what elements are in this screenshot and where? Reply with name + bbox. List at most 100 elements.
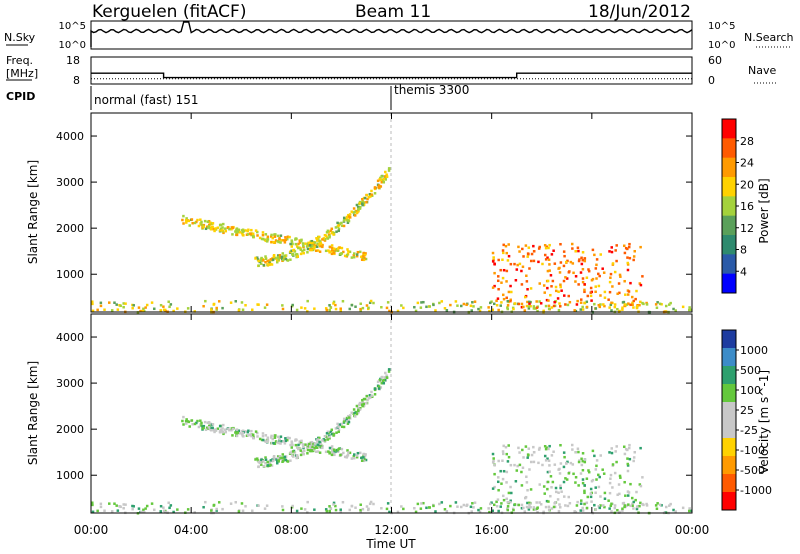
power-echo-cell (283, 254, 287, 258)
power-echo-cell (635, 304, 639, 308)
power-echo-cell (300, 238, 303, 242)
velocity-echo-cell (577, 460, 581, 464)
velocity-echo-cell (342, 420, 346, 423)
power-echo-cell (493, 284, 496, 288)
velocity-echo-cell (477, 508, 480, 512)
power-echo-cell (639, 283, 643, 287)
velocity-echo-cell (145, 504, 149, 508)
power-echo-cell (301, 249, 304, 253)
power-echo-cell (266, 235, 270, 239)
colorbar-segment (722, 235, 736, 255)
velocity-echo-cell (265, 440, 269, 444)
power-echo-cell (623, 279, 626, 283)
power-echo-cell (559, 283, 562, 286)
velocity-echo-cell (251, 433, 255, 437)
velocity-echo-cell (244, 430, 247, 433)
power-echo-cell (654, 303, 658, 306)
power-echo-cell (578, 258, 581, 261)
power-echo-cell (251, 232, 255, 236)
power-echo-cell (184, 218, 188, 222)
power-echo-cell (563, 294, 566, 297)
velocity-echo-cell (543, 492, 546, 495)
power-echo-cell (269, 258, 273, 261)
power-echo-cell (517, 302, 521, 306)
power-echo-cell (632, 255, 636, 258)
velocity-echo-cell (581, 468, 585, 472)
power-echo-cell (348, 307, 352, 311)
power-echo-cell (526, 252, 530, 255)
velocity-echo-cell (254, 458, 257, 461)
velocity-echo-cell (601, 468, 604, 471)
velocity-echo-cell (564, 461, 568, 465)
power-echo-cell (367, 306, 370, 310)
velocity-echo-cell (348, 414, 352, 417)
power-echo-cell (272, 240, 275, 244)
power-echo-cell (577, 259, 581, 263)
power-echo-cell (302, 244, 305, 248)
power-echo-cell (108, 301, 111, 304)
velocity-echo-cell (237, 429, 241, 432)
power-echo-cell (355, 254, 359, 258)
velocity-echo-cell (629, 504, 632, 508)
velocity-echo-cell (347, 416, 351, 419)
power-echo-cell (547, 246, 550, 250)
power-echo-cell (270, 233, 273, 237)
power-echo-cell (231, 233, 234, 236)
nsky-label: N.Sky (4, 31, 36, 44)
power-echo-cell (202, 225, 205, 229)
power-echo-cell (500, 301, 503, 304)
velocity-echo-cell (181, 419, 184, 423)
power-echo-cell (438, 301, 441, 305)
power-echo-cell (368, 301, 372, 304)
velocity-echo-cell (323, 435, 327, 438)
velocity-echo-cell (529, 505, 532, 509)
velocity-echo-cell (598, 475, 601, 479)
power-echo-cell (425, 305, 428, 309)
velocity-echo-cell (626, 494, 630, 497)
power-echo-cell (545, 298, 549, 302)
power-echo-cell (528, 302, 531, 305)
power-echo-cell (621, 306, 624, 309)
velocity-echo-cell (359, 508, 362, 512)
velocity-echo-cell (616, 493, 619, 497)
power-echo-cell (240, 232, 244, 235)
power-echo-cell (514, 278, 518, 282)
velocity-echo-cell (326, 438, 330, 441)
colorbar-segment (722, 157, 736, 178)
velocity-echo-cell (492, 503, 496, 507)
power-echo-cell (275, 260, 279, 264)
range-tick-label: 2000 (56, 222, 84, 235)
power-echo-cell (355, 209, 358, 213)
power-echo-cell (440, 300, 444, 303)
velocity-echo-cell (589, 487, 593, 491)
velocity-echo-cell (260, 460, 264, 463)
power-echo-cell (294, 237, 298, 240)
power-echo-cell (562, 250, 566, 253)
power-echo-cell (221, 229, 224, 232)
x-axis-label: Time UT (365, 537, 416, 551)
power-echo-cell (521, 265, 525, 269)
power-echo-cell (608, 250, 611, 253)
velocity-echo-cell (419, 507, 423, 510)
power-echo-cell (598, 274, 601, 278)
velocity-echo-cell (610, 502, 613, 506)
velocity-echo-cell (547, 459, 551, 462)
velocity-echo-cell (91, 503, 94, 507)
velocity-echo-cell (627, 503, 630, 506)
power-echo-cell (302, 251, 305, 255)
velocity-echo-cell (207, 424, 211, 428)
velocity-echo-cell (238, 432, 241, 435)
x-tick-label: 00:00 (74, 523, 109, 537)
velocity-echo-cell (607, 499, 610, 502)
velocity-echo-cell (274, 440, 278, 443)
power-echo-cell (230, 227, 233, 231)
velocity-echo-cell (627, 491, 631, 494)
power-echo-cell (131, 303, 134, 307)
velocity-echo-cell (545, 446, 549, 450)
power-echo-cell (609, 272, 613, 276)
power-echo-cell (132, 304, 135, 307)
power-echo-cell (505, 251, 508, 255)
power-echo-cell (372, 301, 375, 305)
velocity-echo-cell (567, 495, 570, 499)
velocity-echo-cell (497, 488, 500, 492)
